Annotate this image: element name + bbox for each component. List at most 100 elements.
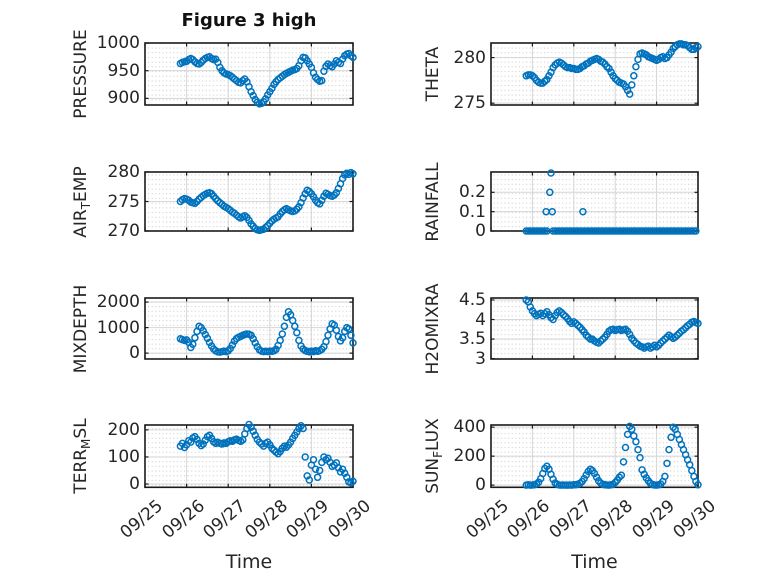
data-point: [349, 170, 357, 178]
data-point: [199, 440, 207, 448]
data-point: [313, 473, 322, 482]
subplot-theta: [490, 40, 702, 106]
y-tick-label: 400: [453, 417, 486, 438]
minor-grid: [492, 299, 697, 358]
minor-grid: [146, 44, 352, 104]
data-point: [228, 341, 237, 349]
data-point: [243, 424, 251, 433]
y-tick-label: 1000: [96, 317, 140, 338]
y-tick-label: 280: [107, 162, 140, 182]
data-point: [539, 79, 547, 87]
y-axis-label-text: TERR: [71, 449, 91, 494]
data-point: [247, 423, 255, 431]
data-point: [547, 169, 555, 177]
data-point: [332, 326, 341, 334]
data-point: [590, 469, 599, 478]
data-point: [249, 335, 257, 343]
y-tick-label: 200: [453, 446, 486, 467]
y-axis-label-subscript: T: [79, 201, 93, 209]
data-point: [634, 445, 642, 454]
data-point: [548, 207, 557, 216]
data-point: [692, 227, 700, 235]
data-point: [338, 465, 347, 473]
data-point: [623, 86, 632, 95]
data-point: [249, 427, 257, 435]
subplot-air-temp: [144, 168, 357, 235]
data-point: [630, 72, 638, 80]
data-point: [299, 424, 307, 433]
data-point: [594, 339, 603, 347]
data-point: [332, 188, 341, 197]
data-point: [625, 90, 634, 98]
data-point: [338, 334, 347, 342]
y-tick-label: 270: [107, 221, 140, 241]
y-tick-label: 1000: [96, 33, 140, 53]
y-tick-label: 0: [475, 221, 486, 241]
y-axis-label-subscript: F: [431, 451, 445, 458]
data-point: [636, 453, 644, 462]
data-point: [667, 433, 675, 442]
data-point: [669, 423, 677, 431]
y-tick-label: 100: [107, 446, 140, 467]
data-point: [301, 453, 309, 461]
data-point: [268, 84, 276, 93]
data-point: [584, 333, 593, 341]
scatter-series-rainfall: [522, 169, 700, 235]
data-point: [543, 75, 551, 84]
data-point: [526, 303, 535, 311]
data-point: [349, 339, 357, 347]
data-point: [280, 322, 289, 331]
data-point: [671, 333, 679, 341]
data-point: [599, 335, 607, 343]
data-point: [632, 62, 640, 71]
data-point: [694, 481, 702, 489]
data-point: [694, 319, 702, 328]
y-tick-label: 200: [107, 419, 140, 440]
data-point: [311, 465, 320, 473]
scatter-series-theta: [522, 40, 702, 98]
data-point: [669, 44, 677, 53]
y-tick-label: 0.1: [458, 201, 486, 222]
data-point: [278, 330, 287, 338]
y-tick-label: 275: [107, 191, 140, 212]
data-point: [661, 335, 669, 343]
data-point: [261, 95, 270, 103]
axes-box: [144, 42, 354, 106]
data-point: [632, 437, 640, 446]
data-point: [189, 340, 197, 348]
scatter-series-terr-msl: [176, 420, 357, 487]
subplot-pressure: [144, 42, 357, 108]
chart-title: Figure 3 high: [181, 10, 317, 31]
y-tick-label: 0.2: [458, 182, 486, 203]
y-axis-label-terr-msl: TERRMSL: [70, 346, 93, 566]
axes-box: [144, 297, 354, 360]
subplot-rainfall: [490, 169, 700, 235]
data-point: [201, 330, 210, 339]
data-point: [305, 476, 314, 484]
data-point: [694, 42, 702, 51]
data-point: [617, 471, 626, 480]
data-point: [605, 64, 613, 73]
data-point: [663, 459, 671, 468]
data-point: [546, 188, 554, 197]
y-tick-label: 4: [475, 309, 486, 330]
x-axis-label: Time: [571, 551, 618, 573]
y-tick-label: 0: [475, 475, 486, 496]
scatter-series-air-temp: [176, 168, 357, 235]
minor-grid: [492, 173, 697, 230]
y-axis-label-sun-flux: SUNFLUX: [422, 346, 445, 566]
y-tick-label: 3.5: [458, 329, 486, 350]
y-tick-label: 2000: [96, 292, 140, 313]
y-axis-label-text: SUN: [423, 457, 443, 494]
subplot-h2omixra: [490, 296, 702, 360]
y-tick-label: 275: [453, 93, 486, 114]
y-tick-label: 4.5: [458, 289, 486, 310]
axes-box: [490, 42, 699, 106]
subplot-mixdepth: [144, 297, 357, 360]
data-point: [549, 475, 557, 484]
y-axis-label-text: EMP: [71, 165, 91, 202]
data-point: [249, 91, 257, 100]
data-point: [665, 445, 673, 454]
